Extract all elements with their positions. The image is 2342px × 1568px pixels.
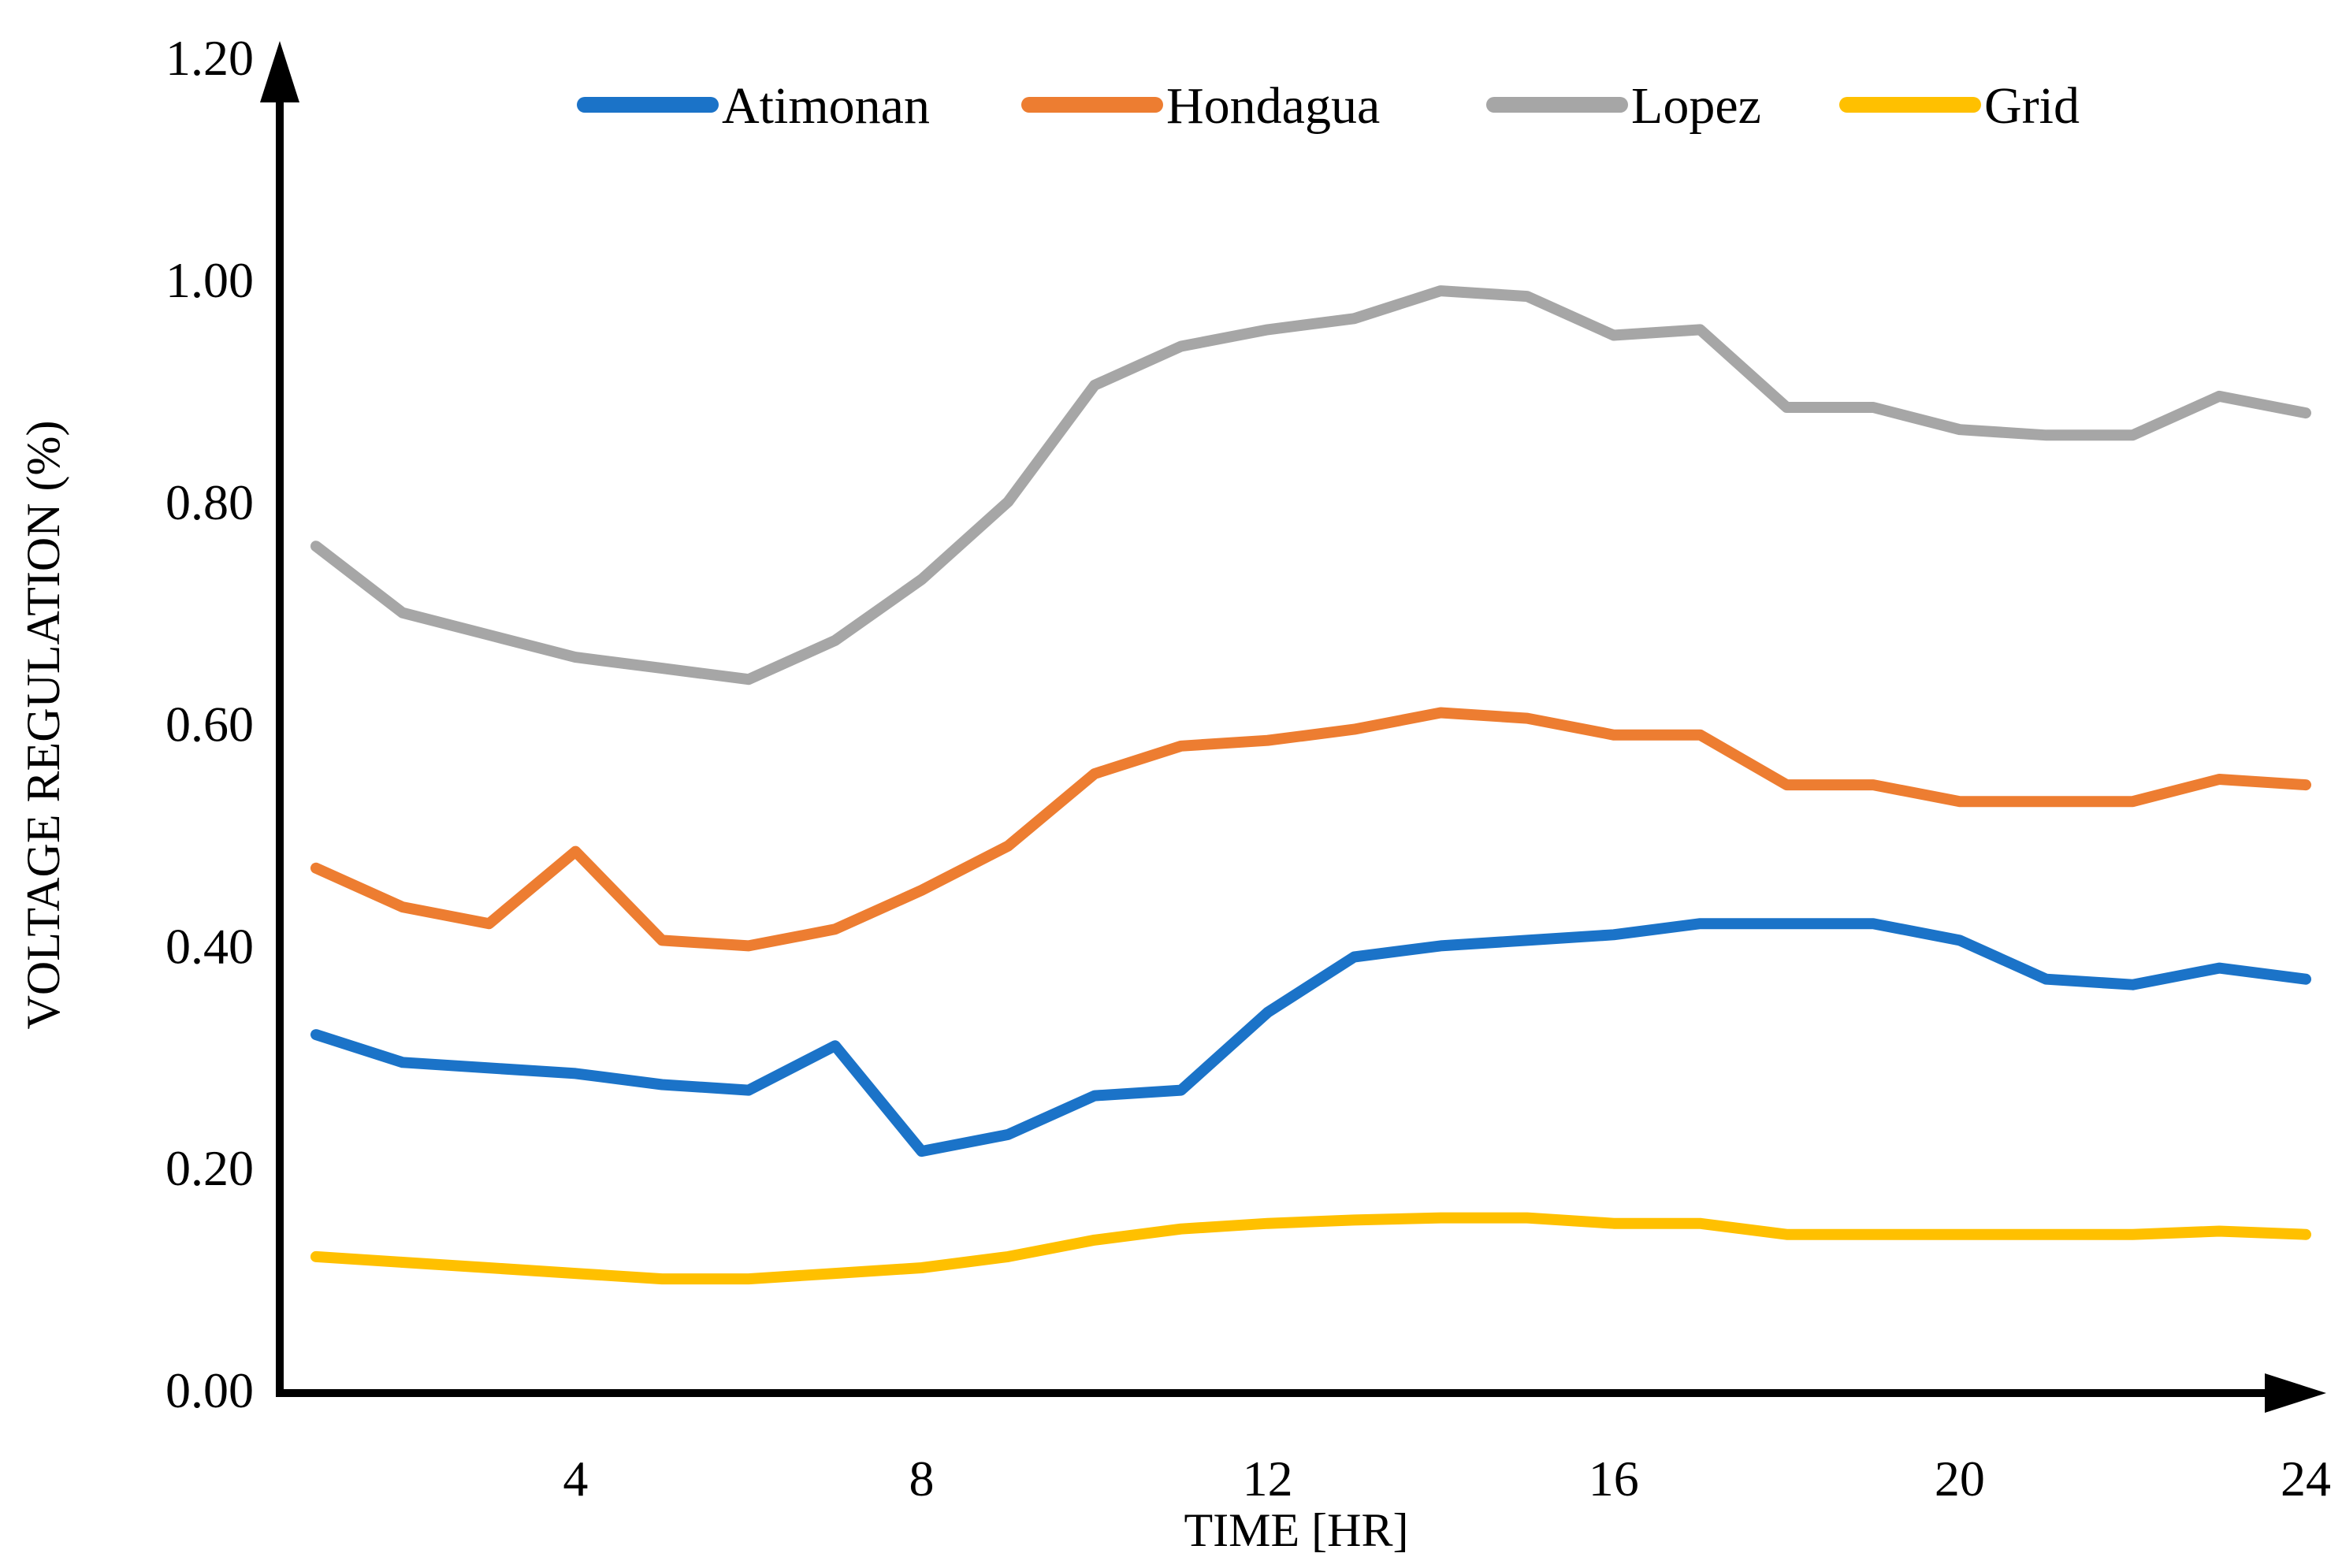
x-axis-tick-labels: 4 8 12 16 20 24 <box>563 1451 2331 1507</box>
x-tick-label-24: 24 <box>2281 1451 2331 1507</box>
data-series-lines <box>310 285 2311 1285</box>
y-axis-title: VOLTAGE REGULATION (%) <box>17 421 69 1030</box>
axes <box>260 41 2326 1413</box>
series-line-hondagua <box>310 707 2311 952</box>
legend: Atimonan Hondagua Lopez Grid <box>577 77 2080 135</box>
x-axis-title: TIME [HR] <box>1184 1504 1409 1556</box>
x-tick-label-16: 16 <box>1589 1451 1639 1507</box>
legend-item-hondagua: Hondagua <box>1021 77 1380 135</box>
y-tick-label-1.20: 1.20 <box>165 30 254 86</box>
y-axis-tick-labels: 0.00 0.20 0.40 0.60 0.80 1.00 1.20 <box>165 30 254 1418</box>
x-tick-label-4: 4 <box>563 1451 588 1507</box>
y-tick-label-0.80: 0.80 <box>165 474 254 530</box>
y-tick-label-0.60: 0.60 <box>165 697 254 752</box>
legend-item-atimonan: Atimonan <box>577 77 930 135</box>
x-tick-label-20: 20 <box>1935 1451 1985 1507</box>
y-tick-label-1.00: 1.00 <box>165 252 254 308</box>
legend-label-hondagua: Hondagua <box>1166 77 1380 135</box>
y-tick-label-0.40: 0.40 <box>165 918 254 974</box>
y-tick-label-0.20: 0.20 <box>165 1140 254 1196</box>
legend-label-grid: Grid <box>1984 77 2080 135</box>
series-line-atimonan <box>310 918 2311 1157</box>
y-tick-label-0.00: 0.00 <box>165 1362 254 1418</box>
legend-label-lopez: Lopez <box>1631 77 1761 135</box>
x-tick-label-12: 12 <box>1243 1451 1293 1507</box>
series-line-lopez <box>310 285 2311 686</box>
x-tick-label-8: 8 <box>909 1451 934 1507</box>
y-axis-arrowhead-icon <box>260 41 299 102</box>
legend-label-atimonan: Atimonan <box>722 77 930 135</box>
x-axis-arrowhead-icon <box>2265 1373 2326 1413</box>
legend-item-lopez: Lopez <box>1486 77 1761 135</box>
legend-item-grid: Grid <box>1839 77 2080 135</box>
series-line-grid <box>310 1212 2311 1285</box>
